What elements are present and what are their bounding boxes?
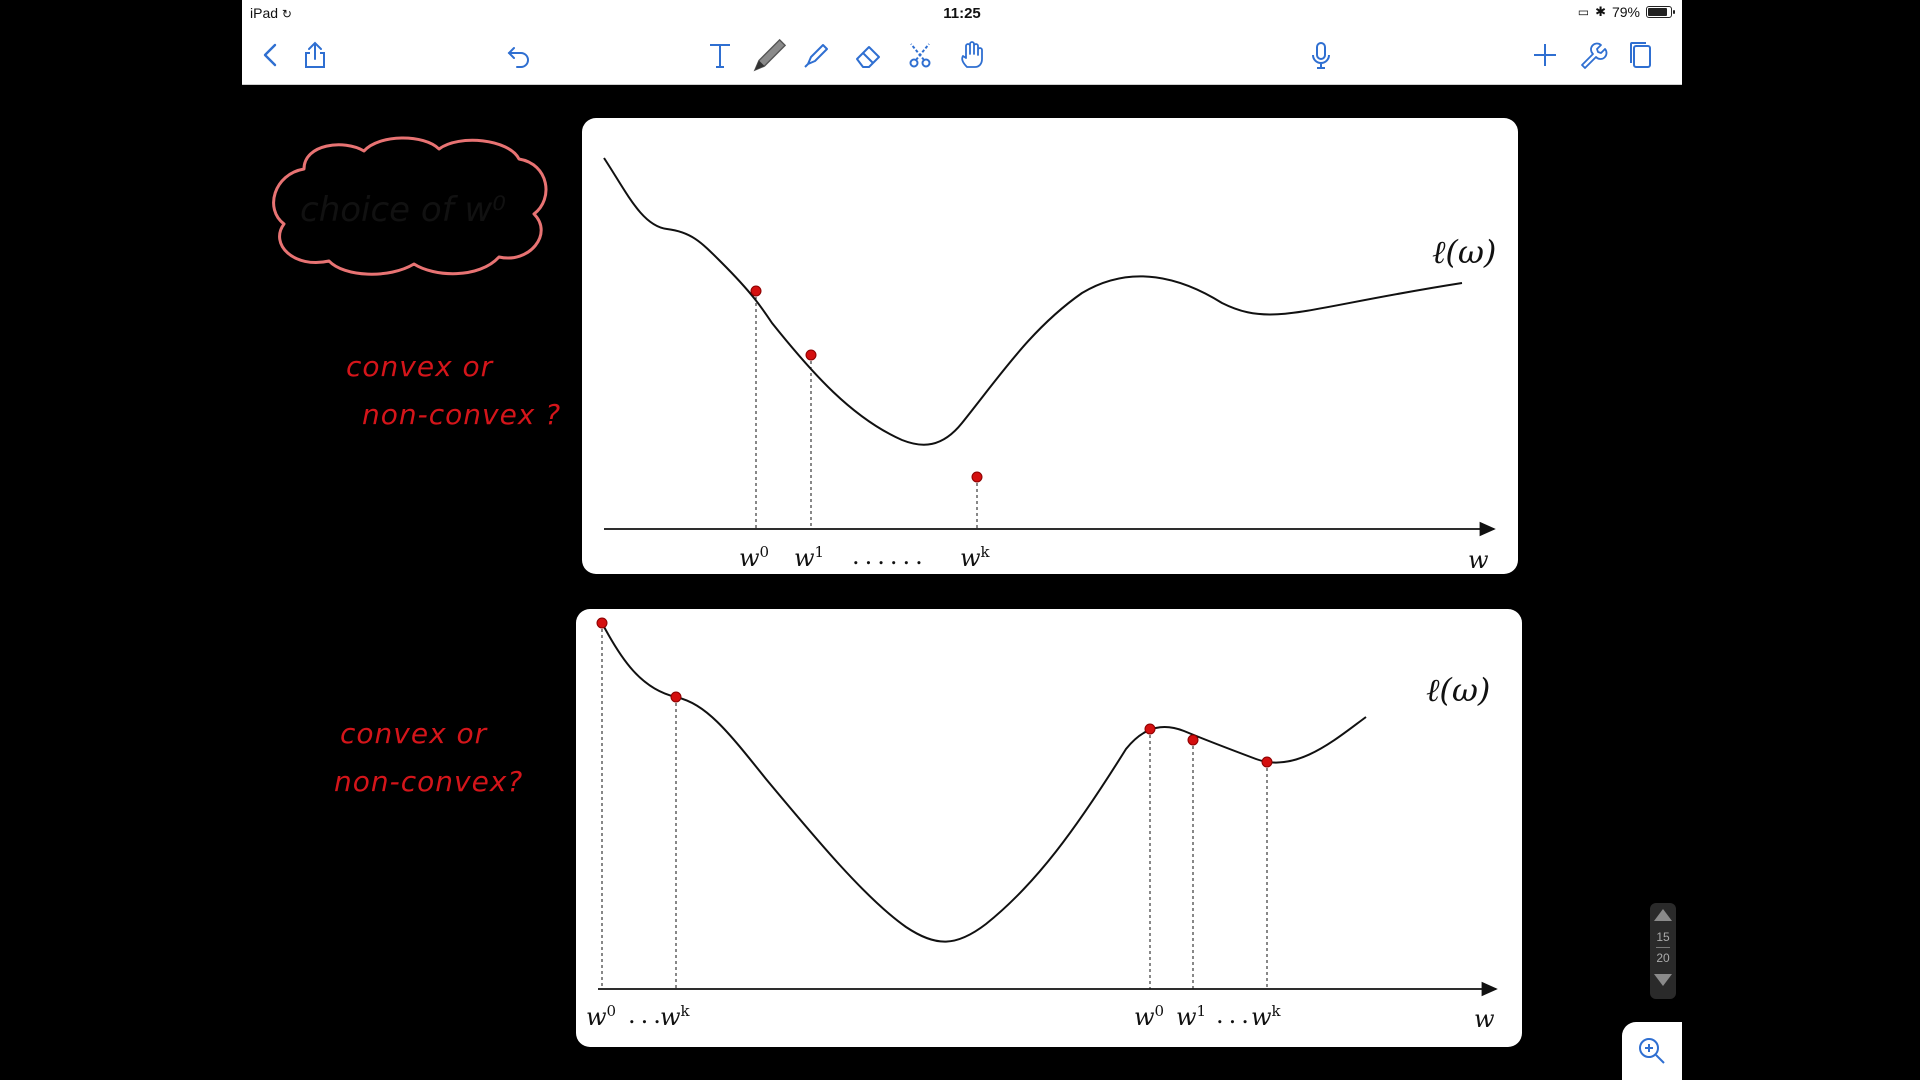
undo-button[interactable]	[500, 36, 538, 74]
graph1-point-w0	[750, 285, 762, 297]
pen-tool[interactable]	[745, 36, 795, 74]
zoom-button[interactable]	[1622, 1022, 1682, 1080]
graph1-ellipsis: ......	[852, 542, 928, 570]
pen-tool-icon	[753, 38, 787, 72]
add-icon	[1534, 44, 1556, 66]
battery-percent: 79%	[1611, 4, 1640, 20]
graph1-point-wk	[971, 471, 983, 483]
device-label: iPad ↻	[250, 5, 292, 21]
battery-icon	[1646, 6, 1675, 18]
status-bar: iPad ↻ 11:25 ▭ ✱ 79%	[242, 0, 1682, 26]
graph2-label-w1-right: w1	[1176, 1002, 1206, 1031]
graph2-label-w0-right: w0	[1134, 1002, 1164, 1031]
eraser-tool[interactable]	[850, 36, 888, 74]
graph1-label-w0: w0	[739, 543, 769, 572]
graph2-ellipsis-right: ...	[1216, 1001, 1254, 1029]
graph1-curve	[603, 157, 1463, 446]
notability-app: iPad ↻ 11:25 ▭ ✱ 79%	[242, 0, 1682, 1080]
graph2-label-wk-right: wk	[1251, 1002, 1282, 1031]
undo-icon	[507, 47, 529, 68]
zoom-in-icon	[1639, 1038, 1665, 1064]
airplay-icon: ▭	[1577, 5, 1590, 19]
note-canvas[interactable]: choice of w⁰ convex or non-convex ? conv…	[242, 85, 1682, 1080]
text-tool[interactable]	[701, 36, 739, 74]
page-divider	[1656, 947, 1670, 948]
graph2-point-w0-left	[596, 617, 608, 629]
graph2-axis-label: w	[1474, 1005, 1495, 1033]
graph2-point-w0-right	[1144, 723, 1156, 735]
pages-button[interactable]	[1622, 36, 1660, 74]
scissors-tool-icon	[909, 43, 931, 68]
loss-graph-nonconvex: w0 ... wk w0 w1 ... wk w ℓ(ω)	[576, 609, 1522, 1047]
text-tool-icon	[710, 44, 730, 68]
pages-icon	[1630, 42, 1651, 68]
graph2-label-wk-left: wk	[660, 1002, 691, 1031]
status-right: ▭ ✱ 79%	[1577, 4, 1675, 20]
note2-line1: convex or	[340, 717, 488, 750]
back-button[interactable]	[252, 36, 290, 74]
graph2-point-w1-right	[1187, 734, 1199, 746]
scissors-tool[interactable]	[902, 36, 940, 74]
page-down-icon[interactable]	[1654, 974, 1672, 986]
note1-line1: convex or	[346, 350, 494, 383]
page-scroller[interactable]: 15 20	[1650, 903, 1676, 999]
highlighter-tool[interactable]	[798, 36, 836, 74]
tools-button[interactable]	[1573, 36, 1611, 74]
page-up-icon[interactable]	[1654, 909, 1672, 921]
note-convex-2: convex or non-convex?	[334, 710, 523, 806]
graph1-label-wk: wk	[960, 543, 991, 572]
hand-tool[interactable]	[952, 36, 990, 74]
wrench-icon	[1581, 42, 1608, 69]
cloud-text: choice of w⁰	[300, 190, 506, 230]
note1-line2: non-convex ?	[362, 398, 562, 431]
hand-pointer-icon	[961, 41, 983, 68]
screen-mirroring-icon: ↻	[281, 7, 292, 21]
graph1-point-w1	[805, 349, 817, 361]
note2-line2: non-convex?	[334, 765, 524, 798]
graph2-curve-label: ℓ(ω)	[1426, 671, 1490, 709]
graph2-svg: w0 ... wk w0 w1 ... wk w ℓ(ω)	[586, 617, 1498, 1033]
graph2-ellipsis-left: ...	[628, 1001, 666, 1029]
share-button[interactable]	[296, 36, 334, 74]
graph1-axis-label: w	[1468, 546, 1489, 574]
cloud-annotation: choice of w⁰	[272, 136, 548, 276]
device-name: iPad	[250, 5, 279, 21]
graph2-point-wk-left	[670, 691, 682, 703]
highlighter-tool-icon	[804, 44, 828, 68]
toolbar	[242, 26, 1682, 85]
bluetooth-icon: ✱	[1595, 4, 1606, 19]
graph2-curve	[601, 622, 1367, 943]
graph1-curve-label: ℓ(ω)	[1432, 233, 1496, 271]
total-pages: 20	[1656, 951, 1670, 965]
graph2-point-wk-right	[1261, 756, 1273, 768]
graph1-label-w1: w1	[794, 543, 824, 572]
note-convex-1: convex or non-convex ?	[342, 343, 561, 439]
share-icon	[305, 41, 325, 68]
add-button[interactable]	[1526, 36, 1564, 74]
microphone-icon	[1312, 42, 1330, 69]
current-page: 15	[1656, 930, 1670, 944]
back-icon	[263, 43, 277, 67]
graph1-svg: w0 w1 ...... wk w ℓ(ω)	[603, 157, 1496, 574]
loss-graph-convex: w0 w1 ...... wk w ℓ(ω)	[582, 118, 1518, 574]
graph2-label-w0-left: w0	[586, 1002, 616, 1031]
record-button[interactable]	[1302, 36, 1340, 74]
status-time: 11:25	[943, 5, 981, 22]
eraser-tool-icon	[856, 46, 880, 68]
